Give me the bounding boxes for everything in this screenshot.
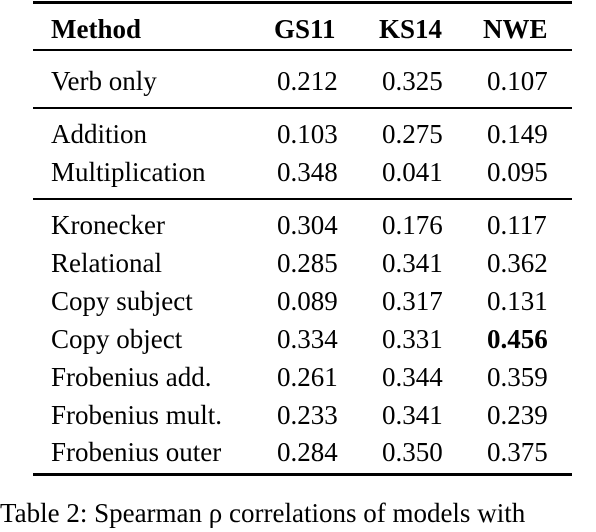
method-cell: Copy subject	[51, 286, 193, 316]
method-cell: Frobenius outer	[51, 437, 222, 467]
method-cell: Verb only	[51, 66, 157, 96]
table-header-rule	[33, 49, 572, 51]
header-nwe: NWE	[483, 14, 548, 44]
nwe-cell: 0.362	[487, 248, 548, 278]
method-cell: Frobenius mult.	[51, 400, 223, 430]
ks14-cell: 0.341	[382, 248, 443, 278]
nwe-cell: 0.375	[487, 437, 548, 467]
table-row: Multiplication 0.348 0.041 0.095	[0, 153, 596, 191]
table-bottom-rule	[33, 473, 572, 476]
ks14-cell: 0.041	[382, 157, 443, 187]
nwe-cell: 0.095	[487, 157, 548, 187]
gs11-cell: 0.103	[277, 119, 338, 149]
header-method: Method	[51, 14, 141, 44]
table-row: Addition 0.103 0.275 0.149	[0, 115, 596, 153]
gs11-cell: 0.334	[277, 324, 338, 354]
gs11-cell: 0.212	[277, 66, 338, 96]
method-cell: Frobenius add.	[51, 362, 212, 392]
ks14-cell: 0.331	[382, 324, 443, 354]
ks14-cell: 0.317	[382, 286, 443, 316]
method-cell: Relational	[51, 248, 162, 278]
ks14-cell: 0.176	[382, 210, 443, 240]
gs11-cell: 0.089	[277, 286, 338, 316]
table-row: Frobenius outer 0.284 0.350 0.375	[0, 433, 596, 471]
nwe-cell: 0.149	[487, 119, 548, 149]
ks14-cell: 0.344	[382, 362, 443, 392]
table-row: Copy object 0.334 0.331 0.456	[0, 320, 596, 358]
table-top-rule	[33, 1, 572, 4]
table-row: Frobenius add. 0.261 0.344 0.359	[0, 358, 596, 396]
ks14-cell: 0.325	[382, 66, 443, 96]
gs11-cell: 0.284	[277, 437, 338, 467]
table-header-row: Method GS11 KS14 NWE	[0, 10, 596, 48]
header-gs11: GS11	[274, 14, 336, 44]
method-cell: Kronecker	[51, 210, 165, 240]
table-row: Relational 0.285 0.341 0.362	[0, 244, 596, 282]
nwe-cell: 0.359	[487, 362, 548, 392]
nwe-best-cell: 0.456	[487, 324, 548, 354]
method-cell: Addition	[51, 119, 148, 149]
table-row: Frobenius mult. 0.233 0.341 0.239	[0, 396, 596, 434]
nwe-cell: 0.131	[487, 286, 548, 316]
gs11-cell: 0.348	[277, 157, 338, 187]
gs11-cell: 0.261	[277, 362, 338, 392]
gs11-cell: 0.304	[277, 210, 338, 240]
ks14-cell: 0.350	[382, 437, 443, 467]
gs11-cell: 0.233	[277, 400, 338, 430]
ks14-cell: 0.341	[382, 400, 443, 430]
method-cell: Copy object	[51, 324, 183, 354]
table-row: Verb only 0.212 0.325 0.107	[0, 62, 596, 100]
nwe-cell: 0.117	[487, 210, 547, 240]
nwe-cell: 0.107	[487, 66, 548, 96]
nwe-cell: 0.239	[487, 400, 548, 430]
method-cell: Multiplication	[51, 157, 206, 187]
header-ks14: KS14	[379, 14, 443, 44]
group-divider-rule	[33, 198, 572, 200]
table-row: Copy subject 0.089 0.317 0.131	[0, 282, 596, 320]
group-divider-rule	[33, 107, 572, 109]
gs11-cell: 0.285	[277, 248, 338, 278]
ks14-cell: 0.275	[382, 119, 443, 149]
table-caption: Table 2: Spearman ρ correlations of mode…	[0, 498, 526, 528]
table-row: Kronecker 0.304 0.176 0.117	[0, 206, 596, 244]
